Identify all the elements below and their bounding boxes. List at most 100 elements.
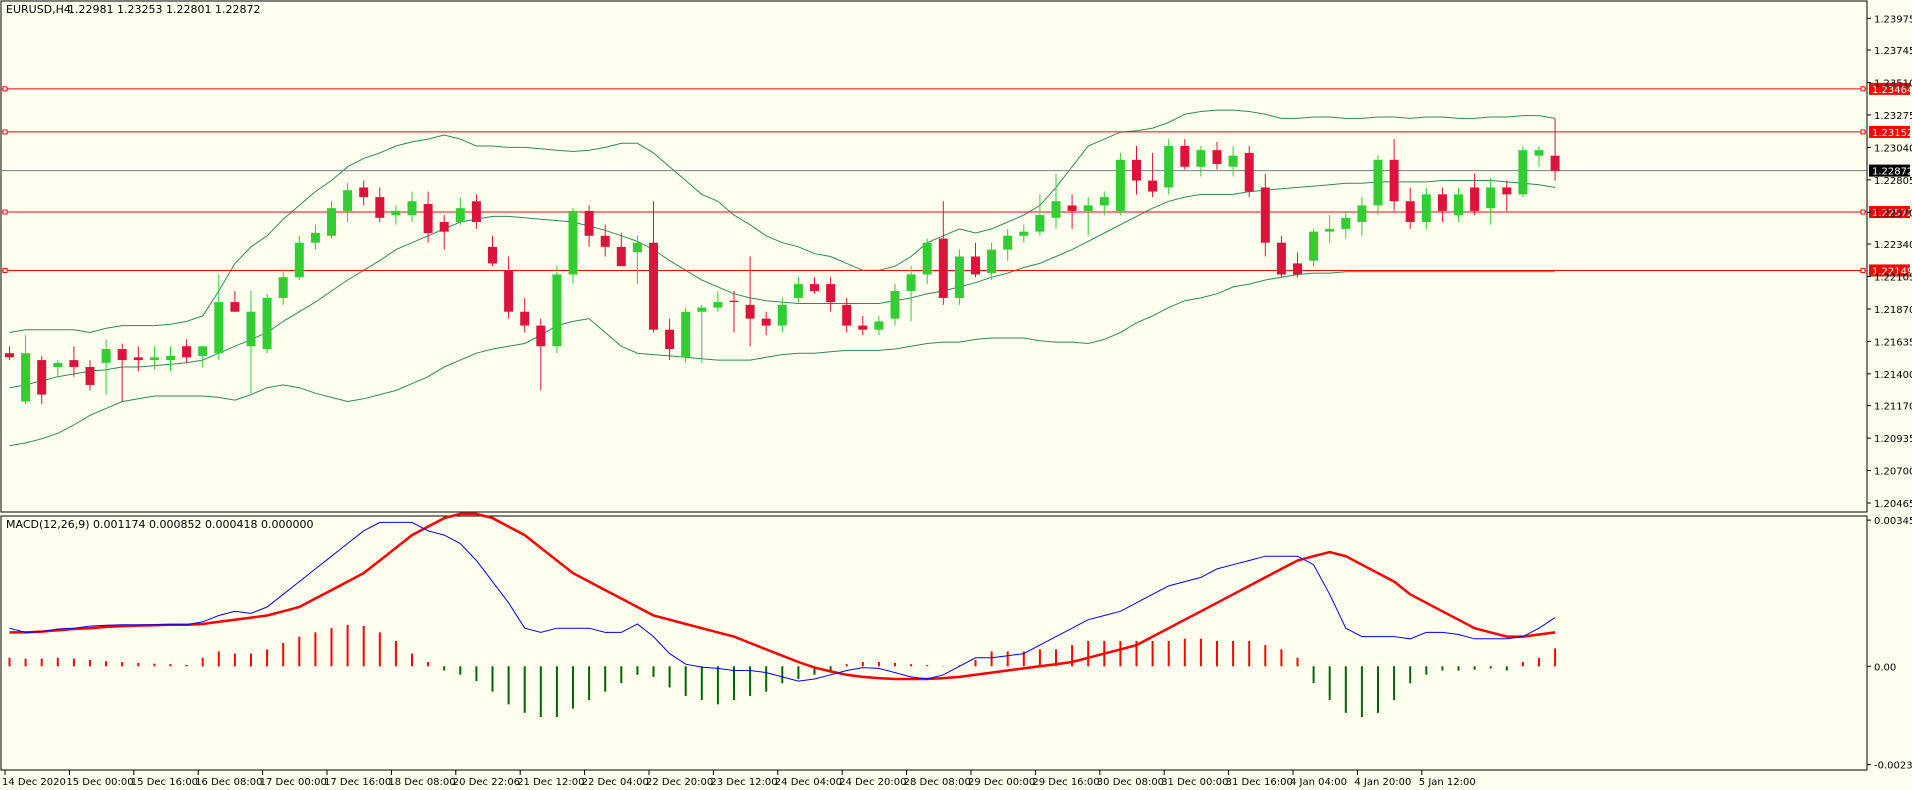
bull-candle xyxy=(1454,194,1463,216)
bear-candle xyxy=(230,302,240,312)
bear-candle xyxy=(1132,159,1141,181)
price-tick-label: 1.23745 xyxy=(1874,46,1912,57)
macd-main-line xyxy=(9,521,1556,682)
time-tick-label: 4 Jan 20:00 xyxy=(1354,777,1411,788)
bear-candle xyxy=(1212,150,1222,164)
bear-candle xyxy=(1180,146,1190,167)
bull-candle xyxy=(552,274,562,347)
price-tick-label: 1.23040 xyxy=(1874,143,1912,154)
bear-candle xyxy=(842,304,852,326)
time-tick-label: 16 Dec 08:00 xyxy=(195,777,262,788)
bull-candle xyxy=(1019,231,1029,236)
time-tick-label: 24 Dec 20:00 xyxy=(839,777,906,788)
bull-candle xyxy=(874,321,884,330)
bear-candle xyxy=(1148,180,1158,192)
bear-candle xyxy=(536,325,546,347)
macd-histogram xyxy=(8,624,1557,718)
price-tick-label: 1.23275 xyxy=(1874,111,1912,122)
bull-candle xyxy=(568,210,578,275)
current-price-label: 1.22872 xyxy=(1872,167,1912,178)
macd-tick-label: 0.003453 xyxy=(1874,516,1912,527)
time-tick-label: 31 Dec 00:00 xyxy=(1161,777,1228,788)
bull-candle xyxy=(21,353,31,402)
level-price-tag xyxy=(1869,206,1910,219)
bear-candle xyxy=(1293,263,1302,275)
time-tick-label: 30 Dec 08:00 xyxy=(1097,777,1164,788)
bear-candle xyxy=(439,221,449,232)
horizontal-levels[interactable]: 1.23464 1.23152 1.22572 1.22149 1.22872 xyxy=(1,82,1912,278)
time-tick-label: 21 Dec 12:00 xyxy=(517,777,584,788)
price-pane[interactable]: EURUSD,H4 1.22981 1.23253 1.22801 1.2287… xyxy=(0,0,1912,513)
bull-candle xyxy=(391,210,401,216)
bull-candle xyxy=(1325,228,1335,232)
bear-candle xyxy=(1067,205,1077,211)
level-handle-right xyxy=(1860,86,1866,92)
price-tick-label: 1.21635 xyxy=(1874,337,1912,348)
macd-lines xyxy=(9,512,1556,682)
time-tick-label: 15 Dec 00:00 xyxy=(66,777,133,788)
bull-candle xyxy=(681,311,691,358)
bear-candle xyxy=(1276,242,1286,275)
bull-candle xyxy=(262,297,272,350)
price-pane-header: EURUSD,H4 xyxy=(6,3,71,16)
price-tick-label: 1.21870 xyxy=(1874,305,1912,316)
bull-candle xyxy=(278,277,288,298)
bear-candle xyxy=(37,360,47,395)
time-tick-label: 29 Dec 00:00 xyxy=(968,777,1035,788)
bear-candle xyxy=(5,353,14,358)
bull-candle xyxy=(294,242,304,278)
bear-candle xyxy=(359,187,369,198)
bear-candle xyxy=(504,270,514,312)
bear-candle xyxy=(1470,187,1480,211)
bear-candle xyxy=(1550,155,1560,171)
bull-candle xyxy=(1196,150,1206,167)
bear-candle xyxy=(471,201,481,222)
bull-candle xyxy=(407,201,417,216)
time-tick-label: 31 Dec 16:00 xyxy=(1226,777,1293,788)
bull-candle xyxy=(53,362,63,367)
bull-candle xyxy=(906,274,916,292)
time-tick-label: 4 Jan 04:00 xyxy=(1290,777,1347,788)
level-price-tag xyxy=(1869,125,1910,138)
bear-candle xyxy=(649,242,658,330)
price-pane-frame xyxy=(0,0,1868,513)
bull-candle xyxy=(1357,205,1367,222)
bear-candle xyxy=(488,246,497,264)
bull-candle xyxy=(166,355,175,361)
macd-pane[interactable]: MACD(12,26,9) 0.001174 0.000852 0.000418… xyxy=(0,512,1912,772)
bull-candle xyxy=(343,190,353,211)
bear-candle xyxy=(810,284,819,292)
bull-candle xyxy=(1003,235,1013,250)
bull-candle xyxy=(1486,187,1496,209)
time-tick-label: 20 Dec 22:06 xyxy=(453,777,520,788)
time-tick-label: 22 Dec 20:00 xyxy=(646,777,713,788)
bear-candle xyxy=(117,349,127,361)
bull-candle xyxy=(198,346,208,356)
price-tick-label: 1.23510 xyxy=(1874,78,1912,89)
bear-candle xyxy=(761,318,771,326)
macd-axis: 0.003453 0.00 -0.002324 xyxy=(1867,516,1912,772)
bear-candle xyxy=(182,346,192,358)
level-handle-left xyxy=(2,267,8,273)
bull-candle xyxy=(214,302,224,354)
level-handle-left xyxy=(2,86,8,92)
price-tick-label: 1.22805 xyxy=(1874,176,1912,187)
bull-candle xyxy=(149,357,159,361)
bull-candle xyxy=(987,249,997,274)
price-tick-label: 1.22340 xyxy=(1874,240,1912,251)
price-tick-label: 1.22570 xyxy=(1874,208,1912,219)
time-tick-label: 14 Dec 2020 xyxy=(2,777,66,788)
time-tick-label: 5 Jan 12:00 xyxy=(1419,777,1476,788)
time-tick-label: 15 Dec 16:00 xyxy=(131,777,198,788)
level-handle-right xyxy=(1860,267,1866,273)
bull-candle xyxy=(1115,159,1125,211)
macd-pane-header: MACD(12,26,9) 0.001174 0.000852 0.000418… xyxy=(6,518,313,531)
macd-tick-label: 0.00 xyxy=(1874,662,1896,673)
bull-candle xyxy=(1518,150,1528,195)
bear-candle xyxy=(745,304,755,319)
bollinger-upper-band xyxy=(9,109,1556,334)
bull-candle xyxy=(713,302,723,308)
bear-candle xyxy=(133,357,143,361)
